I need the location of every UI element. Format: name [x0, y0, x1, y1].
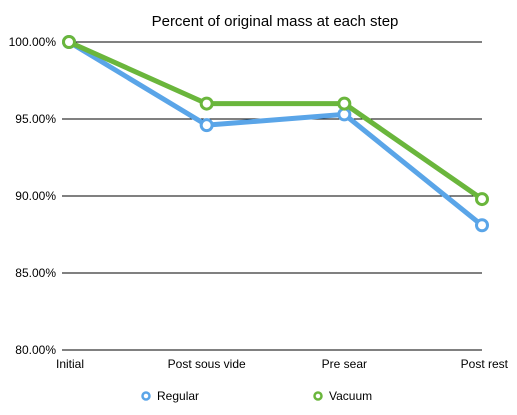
- y-tick-label: 80.00%: [15, 343, 56, 357]
- y-tick-label: 85.00%: [15, 266, 56, 280]
- chart-title: Percent of original mass at each step: [152, 13, 399, 30]
- x-tick-label: Initial: [56, 357, 84, 371]
- legend: Regular Vacuum: [141, 389, 372, 403]
- data-point: [199, 118, 214, 133]
- x-tick-label: Post sous vide: [168, 357, 246, 371]
- x-tick-label: Pre sear: [322, 357, 367, 371]
- data-point: [475, 218, 489, 233]
- y-axis-tick-labels: 80.00% 85.00% 90.00% 95.00% 100.00%: [9, 35, 57, 357]
- series-line: [66, 39, 485, 228]
- gridlines: [62, 41, 482, 351]
- legend-label: Regular: [157, 389, 199, 403]
- series-lines: [62, 35, 489, 233]
- series-regular: [62, 35, 489, 233]
- data-point: [199, 96, 214, 111]
- legend-item-vacuum: Vacuum: [313, 389, 372, 403]
- y-tick-label: 90.00%: [15, 189, 56, 203]
- series-line: [66, 39, 485, 202]
- legend-label: Vacuum: [329, 389, 372, 403]
- data-point: [475, 192, 489, 207]
- data-point: [62, 35, 76, 49]
- y-tick-label: 100.00%: [9, 35, 57, 49]
- data-point: [337, 96, 352, 111]
- y-tick-label: 95.00%: [15, 112, 56, 126]
- x-tick-label: Post rest: [461, 357, 509, 371]
- legend-item-regular: Regular: [141, 389, 199, 403]
- legend-marker: [313, 391, 323, 401]
- series-vacuum: [62, 35, 489, 207]
- x-axis-tick-labels: Initial Post sous vide Pre sear Post rest: [56, 357, 509, 371]
- legend-marker: [141, 391, 151, 401]
